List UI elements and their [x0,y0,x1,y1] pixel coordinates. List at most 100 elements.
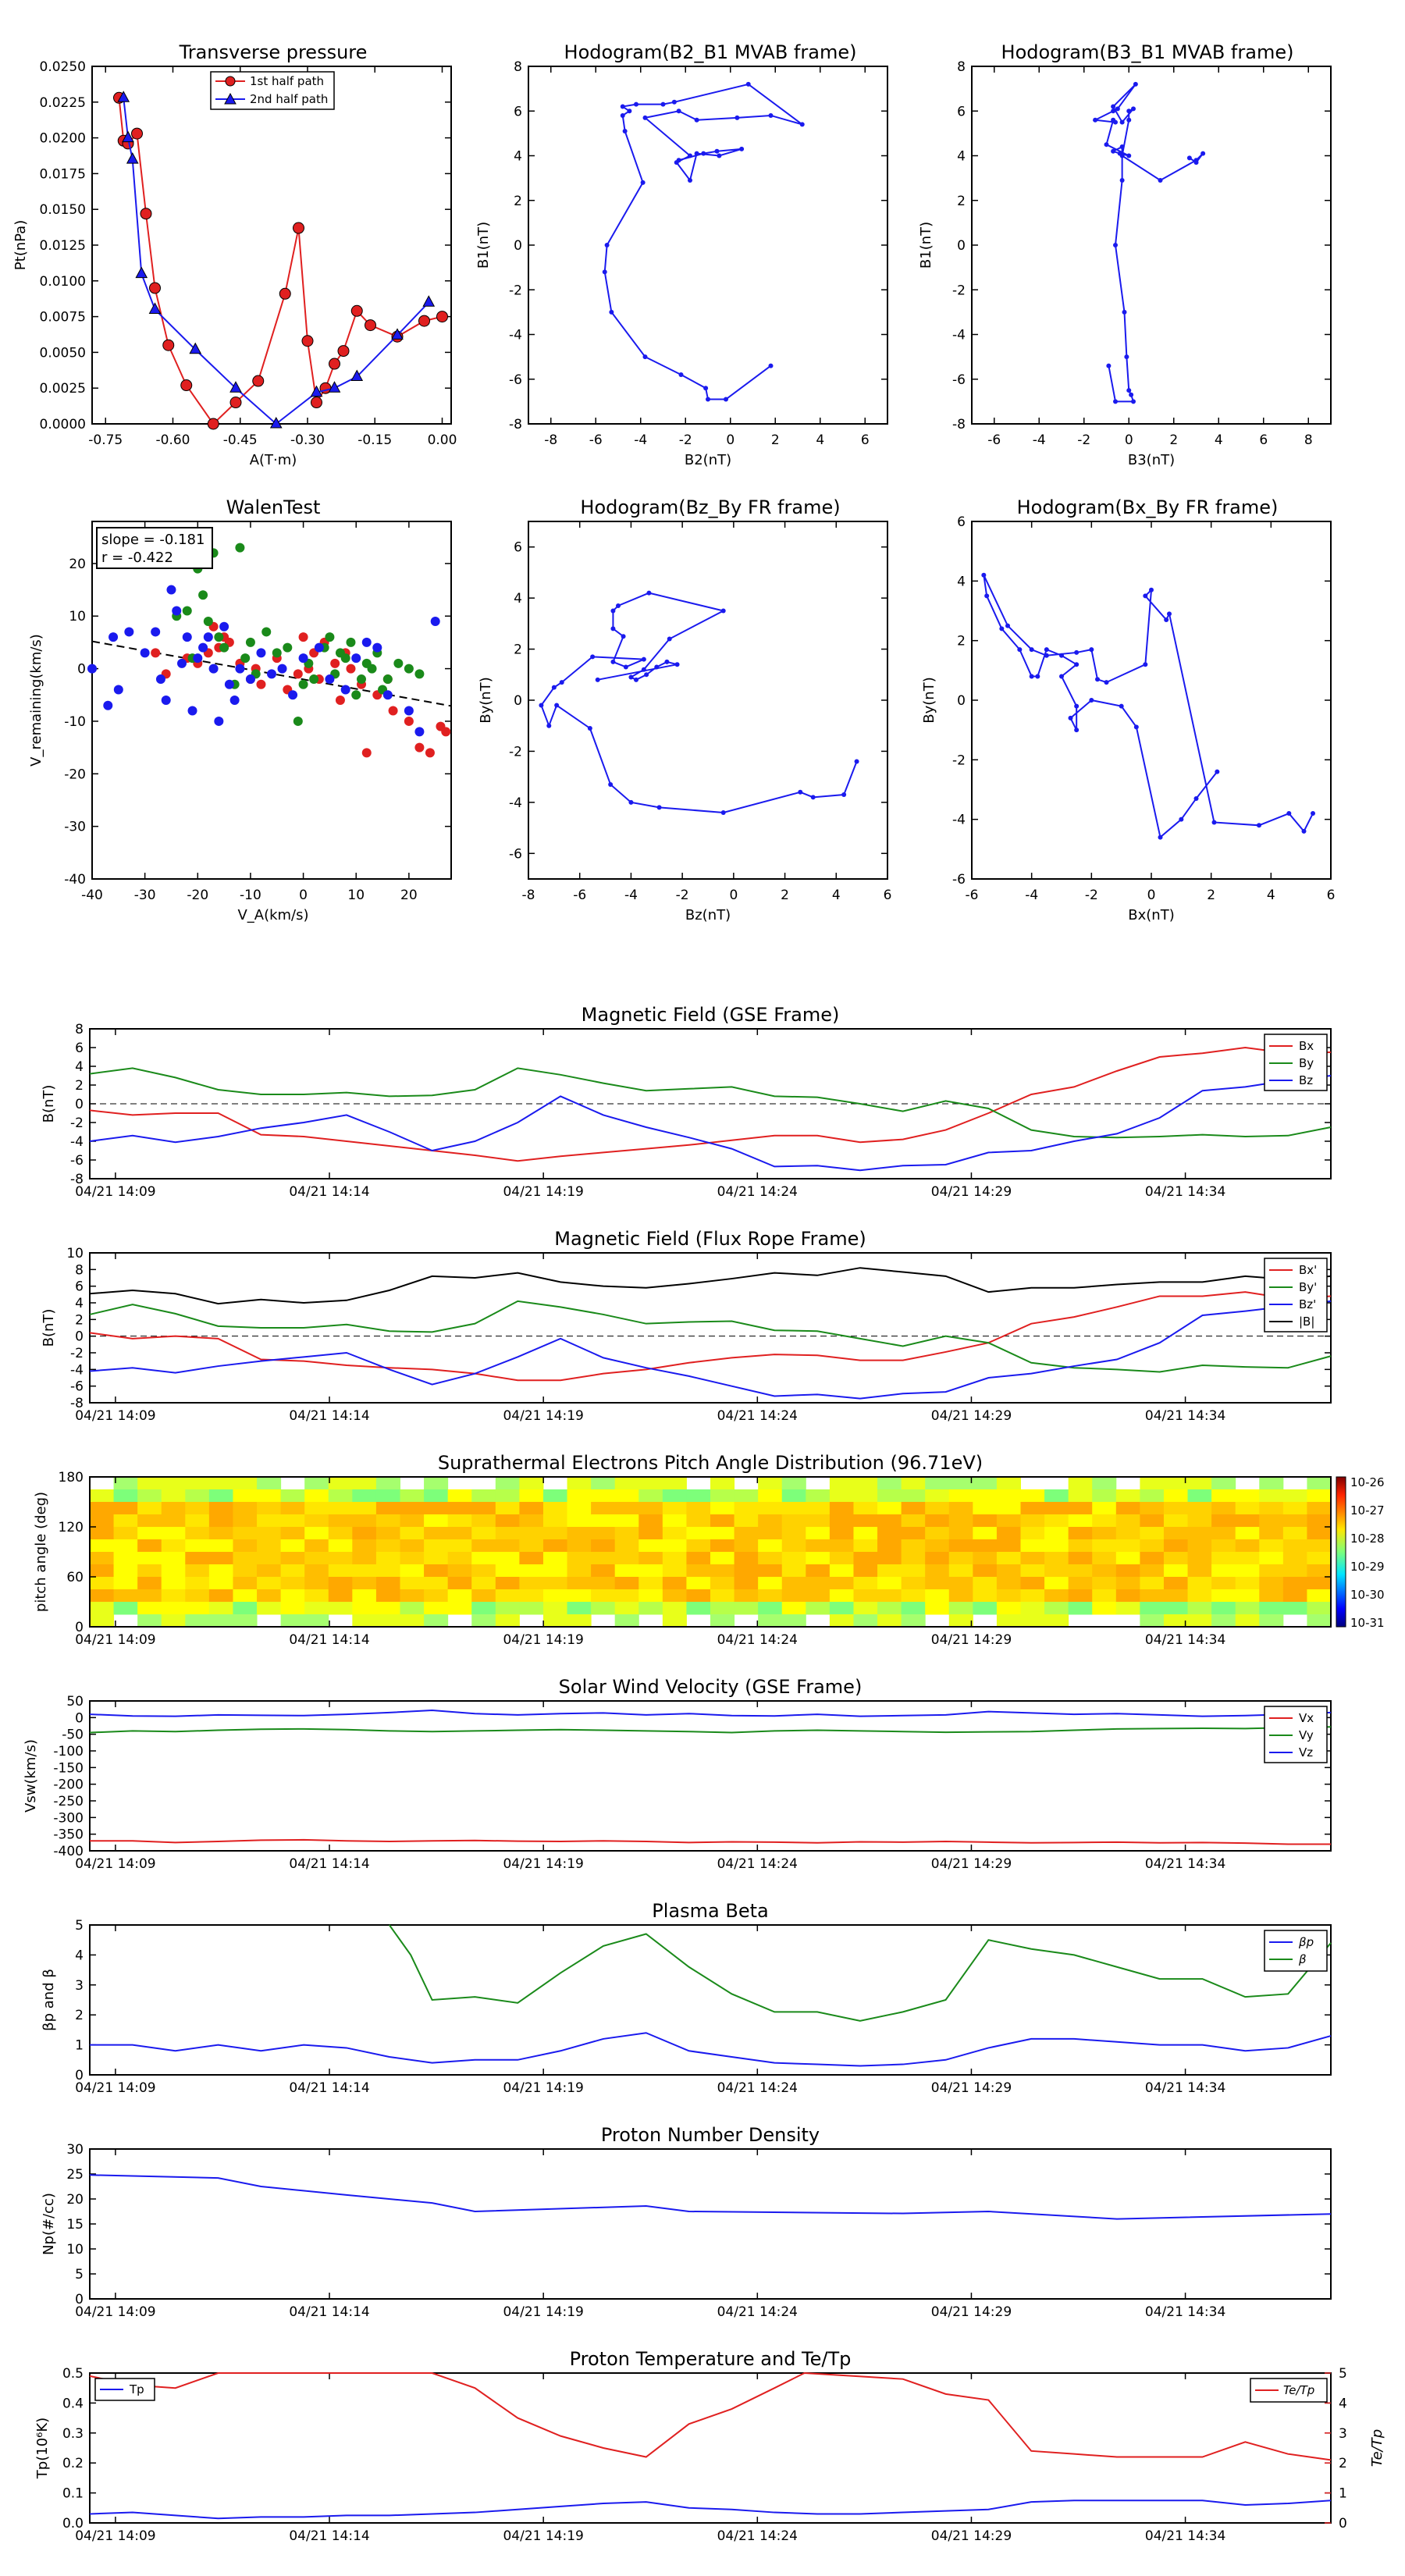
y-tick-label: -8 [952,417,966,432]
heatmap-cell [996,1527,1021,1540]
y-tick-label: -150 [53,1760,84,1776]
data-point [1186,155,1192,161]
heatmap-cell [208,1502,233,1515]
data-point [1119,177,1125,183]
series-line-Tp [89,2500,1332,2520]
heatmap-cell [1068,1477,1093,1490]
time-tick-label: 04/21 14:19 [503,1856,583,1872]
heatmap-cell [1187,1502,1212,1515]
heatmap-cell [1020,1489,1045,1503]
heatmap-cell [1044,1539,1069,1553]
heatmap-cell [375,1602,400,1615]
heatmap-cell [519,1577,544,1590]
heatmap-cell [806,1489,831,1503]
heatmap-cell [901,1527,926,1540]
heatmap-cell [257,1552,282,1565]
heatmap-cell [638,1577,663,1590]
panel-title: Hodogram(B3_B1 MVAB frame) [1001,41,1294,63]
scatter-point-red [425,748,435,758]
heatmap-cell [948,1527,973,1540]
heatmap-cell [352,1514,377,1528]
time-tick-label: 04/21 14:34 [1145,1632,1225,1648]
heatmap-cell [948,1614,973,1628]
scatter-point-green [340,653,350,664]
heatmap-cell [1140,1552,1165,1565]
x-tick-label: 6 [1327,888,1336,903]
x-axis-label: V_A(km/s) [237,907,308,923]
heatmap-cell [1307,1589,1332,1603]
heatmap-cell [781,1589,806,1603]
data-point [640,180,646,185]
heatmap-cell [1187,1577,1212,1590]
scatter-point-blue [277,664,287,674]
x-tick-label: -2 [1077,432,1090,448]
heatmap-cell [161,1552,186,1565]
heatmap-cell [758,1539,783,1553]
plot-frame [89,1252,1332,1404]
heatmap-cell [948,1514,973,1528]
time-tick-label: 04/21 14:14 [289,1408,369,1424]
heatmap-cell [781,1514,806,1528]
heatmap-cell [519,1477,544,1490]
x-tick-label: -0.30 [290,432,325,448]
heatmap-cell [447,1564,472,1578]
panel-hodogram-b2-b1: Hodogram(B2_B1 MVAB frame) -8 -6 -4 -2 0 2 4 6 -… [475,41,888,468]
scatter-point-blue [113,685,123,695]
heatmap-cell [1211,1614,1236,1628]
y-axis-label: B1(nT) [918,222,934,269]
heatmap-cell [328,1489,353,1503]
heatmap-cell [1115,1489,1140,1503]
scatter-point-blue [172,606,182,616]
heatmap-cell [161,1514,186,1528]
y-tick-label: 8 [514,59,522,75]
heatmap-cell [352,1527,377,1540]
data-point [620,112,625,118]
scatter-point-blue [177,658,187,668]
heatmap-cell [90,1577,115,1590]
heatmap-cell [853,1552,878,1565]
legend-entry: By' [1299,1280,1317,1294]
time-tick-label: 04/21 14:24 [717,2080,798,2096]
scatter-point-green [404,664,414,674]
y-tick-label: 0.1 [62,2486,84,2502]
panel-hodogram-bz-by: Hodogram(Bz_By FR frame) -8 -6 -4 -2 0 2 4 6 -6 -… [478,496,891,923]
data-point [609,309,614,315]
data-point [1113,399,1118,404]
heatmap-cell [1187,1552,1212,1565]
heatmap-cell [925,1527,950,1540]
time-tick-label: 04/21 14:19 [503,2304,583,2320]
data-point [140,208,152,220]
data-point [1129,392,1134,397]
heatmap-cell [1235,1564,1260,1578]
heatmap-cell [400,1539,425,1553]
heatmap-cell [304,1539,329,1553]
series-line-β [388,1924,1332,2022]
heatmap-cell [710,1502,735,1515]
heatmap-cell [1307,1527,1332,1540]
heatmap-cell [1282,1527,1307,1540]
y-tick-label: 0 [514,238,522,254]
heatmap-cell [781,1552,806,1565]
heatmap-cell [1140,1589,1165,1603]
heatmap-cell [161,1539,186,1553]
data-point [337,345,350,358]
data-point [1115,106,1120,112]
scatter-point-blue [372,642,382,653]
data-point [627,109,632,114]
heatmap-cell [925,1602,950,1615]
legend-entry: Vz [1299,1745,1313,1759]
y-tick-label: 0.0125 [40,238,86,254]
scatter-point-red [335,696,345,705]
y2-tick-label: 2 [1339,2456,1347,2471]
heatmap-cell [948,1539,973,1553]
heatmap-cell [90,1527,115,1540]
heatmap-cell [495,1539,520,1553]
series-line-βp [90,2032,1332,2067]
heatmap-cell [1211,1602,1236,1615]
scatter-point-red [151,648,161,658]
data-point [671,99,677,105]
heatmap-cell [686,1552,711,1565]
y-tick-label: -8 [509,417,522,432]
data-point [616,603,621,608]
heatmap-cell [591,1527,616,1540]
